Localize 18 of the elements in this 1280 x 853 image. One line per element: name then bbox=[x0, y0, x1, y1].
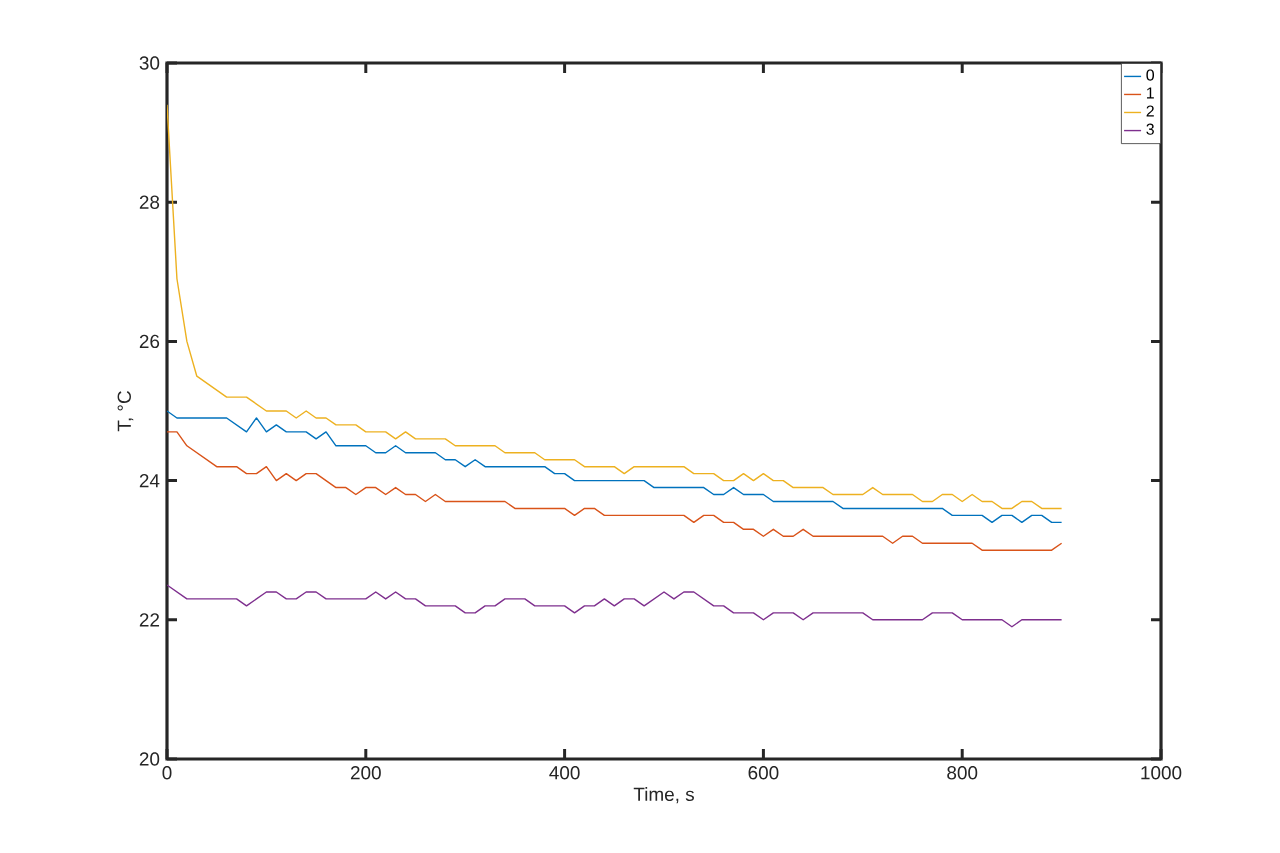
y-tick-label: 24 bbox=[139, 473, 160, 488]
x-tick-label: 600 bbox=[748, 766, 779, 780]
x-tick-label: 400 bbox=[549, 766, 580, 780]
y-tick-label: 26 bbox=[139, 334, 160, 349]
y-tick-label: 22 bbox=[139, 613, 160, 627]
legend-label: 2 bbox=[1146, 105, 1154, 117]
legend-label: 3 bbox=[1146, 123, 1154, 135]
x-tick-label: 800 bbox=[947, 766, 978, 780]
y-tick-label: 30 bbox=[139, 56, 160, 70]
x-tick-label: 1000 bbox=[1141, 766, 1182, 780]
legend-label: 0 bbox=[1146, 69, 1155, 81]
legend-label: 1 bbox=[1146, 87, 1154, 99]
x-tick-label: 200 bbox=[350, 766, 381, 780]
x-axis-title: Time, s bbox=[633, 787, 694, 804]
y-tick-label: 20 bbox=[139, 752, 160, 766]
x-tick-label: 0 bbox=[162, 766, 172, 780]
y-tick-label: 28 bbox=[139, 195, 160, 209]
y-axis-title: T, °C bbox=[117, 391, 134, 432]
